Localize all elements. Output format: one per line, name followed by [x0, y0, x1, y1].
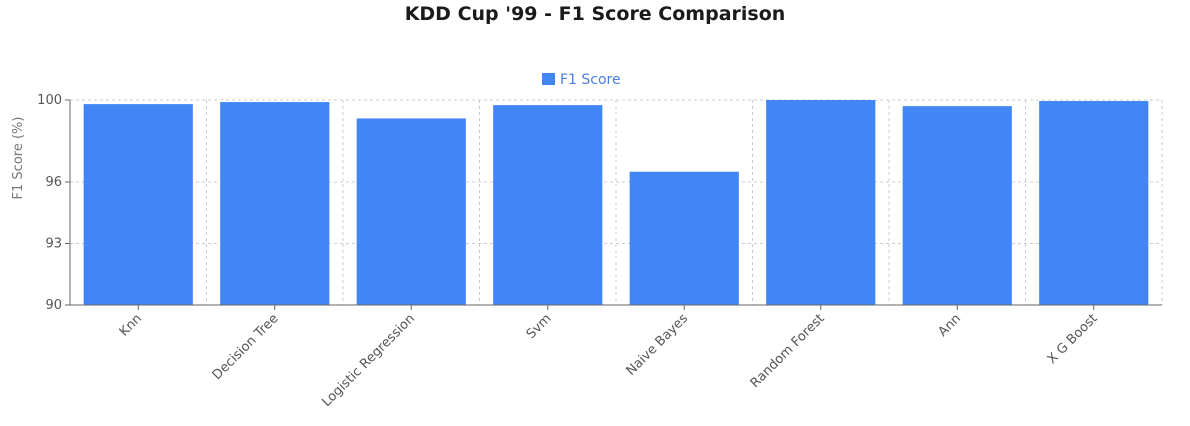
bar-svm[interactable] [493, 105, 603, 305]
x-tick-label: X G Boost [1045, 311, 1101, 367]
bar-decision-tree[interactable] [220, 102, 330, 305]
x-tick-label: Logistic Regression [319, 311, 418, 410]
y-tick-label: 100 [37, 93, 62, 108]
x-tick-label: Svm [524, 311, 555, 342]
legend[interactable]: F1 Score [542, 72, 621, 88]
bar-naive-bayes[interactable] [629, 171, 739, 305]
x-tick-label: Knn [117, 311, 145, 339]
legend-label: F1 Score [560, 72, 621, 88]
bar-layer [83, 100, 1149, 306]
chart-title: KDD Cup '99 - F1 Score Comparison [404, 3, 786, 25]
legend-swatch [542, 73, 555, 85]
bar-x-g-boost[interactable] [1039, 101, 1149, 306]
y-tick-label: 93 [45, 237, 62, 252]
bar-ann[interactable] [902, 106, 1012, 306]
bar-logistic-regression[interactable] [356, 118, 466, 305]
x-tick-label: Ann [936, 311, 965, 340]
x-tick-label: Random Forest [748, 311, 828, 391]
y-tick-label: 90 [45, 298, 62, 313]
bar-random-forest[interactable] [766, 100, 876, 305]
y-axis-title: F1 Score (%) [11, 117, 26, 200]
bar-knn[interactable] [83, 104, 193, 305]
x-tick-label: Naive Bayes [624, 311, 692, 379]
y-tick-label: 96 [45, 175, 62, 190]
x-tick-label: Decision Tree [210, 311, 282, 383]
